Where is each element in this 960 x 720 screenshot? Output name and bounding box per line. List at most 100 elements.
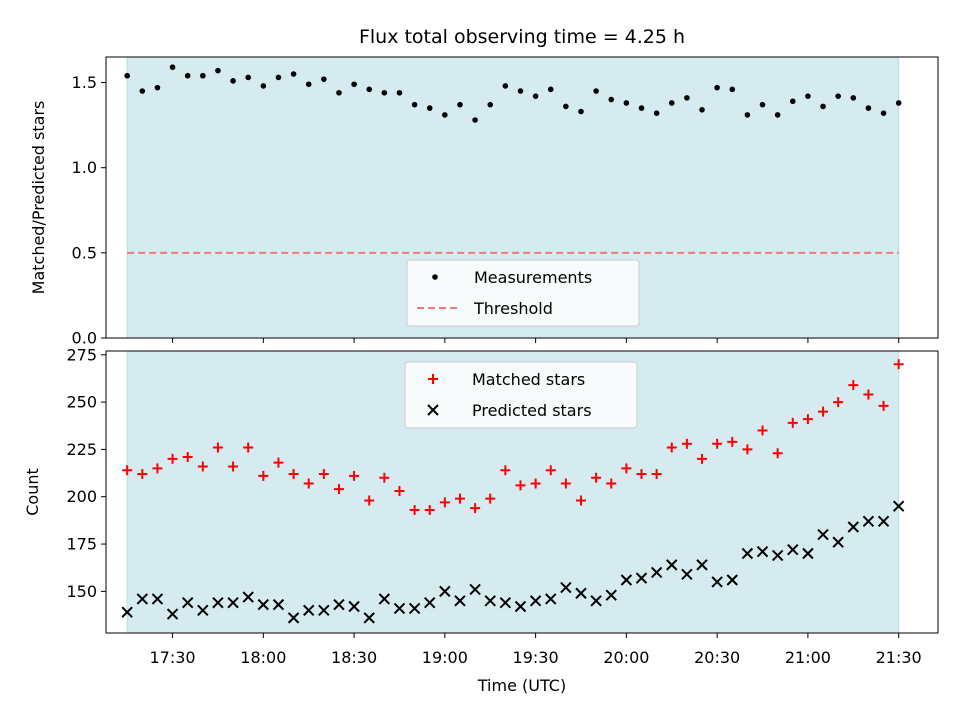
measurement-point (774, 112, 781, 118)
predicted-star-point (605, 589, 617, 601)
predicted-star-point (318, 604, 330, 616)
matched-star-point (697, 453, 708, 464)
legend: Measurements Threshold (406, 259, 640, 327)
predicted-star-point (802, 547, 814, 560)
measurement-point (623, 100, 630, 106)
predicted-star-point (227, 597, 239, 609)
predicted-star-point (711, 576, 723, 588)
measurement-point (200, 72, 206, 79)
matched-star-point (818, 406, 829, 417)
measurement-point (245, 74, 251, 81)
matched-star-point (439, 497, 450, 508)
measurement-point (139, 88, 146, 94)
predicted-star-point (620, 574, 633, 586)
predicted-star-point (832, 536, 844, 548)
matched-star-point (470, 503, 481, 514)
y-tick-label: 200 (66, 487, 97, 506)
predicted-star-point (439, 585, 451, 598)
measurement-point (457, 101, 463, 108)
predicted-star-point (590, 595, 602, 607)
measurement-point (593, 88, 599, 94)
predicted-star-point (892, 500, 905, 512)
legend-x-swatch (427, 404, 439, 416)
measurement-point (895, 100, 902, 106)
predicted-star-point (287, 612, 300, 624)
measurement-point (275, 74, 282, 81)
chart-title: Flux total observing time = 4.25 h (359, 26, 685, 48)
measurement-point (820, 103, 826, 110)
predicted-star-point (378, 593, 391, 605)
measurement-point (744, 112, 751, 118)
matched-star-point (167, 453, 178, 464)
matched-star-point (666, 442, 677, 453)
predicted-star-point (469, 583, 481, 596)
measurement-point (396, 89, 403, 96)
matched-star-point (893, 359, 904, 370)
predicted-star-point (197, 604, 209, 616)
x-tick-label: 21:30 (876, 648, 922, 667)
matched-star-point (258, 470, 269, 481)
predicted-star-point (545, 593, 557, 605)
matched-star-point (122, 465, 133, 476)
predicted-star-point (787, 544, 799, 556)
matched-star-point (409, 504, 420, 515)
x-tick-label: 20:30 (694, 648, 740, 667)
predicted-star-point (166, 608, 179, 620)
predicted-star-point (666, 559, 678, 571)
matched-star-point (515, 480, 526, 491)
legend-label: Measurements (474, 268, 592, 287)
matched-star-point (424, 504, 435, 515)
measurement-point (517, 88, 524, 94)
matched-star-point (228, 461, 239, 472)
matched-star-point (863, 389, 874, 400)
measurement-point (154, 84, 161, 91)
matched-star-point (288, 469, 299, 480)
x-tick-label: 21:00 (785, 648, 831, 667)
panel-frame (105, 350, 939, 634)
x-axis-ticks: 17:30 18:00 18:30 19:00 19:30 20:00 20:30 21:00… (150, 648, 922, 667)
measurement-point (411, 101, 418, 108)
matched-star-point (318, 469, 329, 480)
predicted-star-point (212, 597, 224, 609)
predicted-star-point (408, 602, 421, 615)
x-tick-label: 18:30 (331, 648, 377, 667)
predicted-star-point (771, 549, 784, 562)
matched-star-point (454, 493, 465, 504)
y-axis-label: Count (23, 468, 42, 516)
x-tick-label: 20:00 (603, 648, 649, 667)
predicted-star-point (121, 606, 133, 618)
predicted-star-point (363, 612, 375, 624)
measurement-point (759, 101, 766, 108)
measurement-point (638, 105, 645, 111)
measurement-point (184, 72, 191, 79)
measurement-point (215, 67, 221, 74)
measurement-point (714, 84, 720, 91)
matched-star-point (848, 380, 859, 391)
matched-star-point (364, 495, 375, 506)
predicted-star-point (560, 581, 572, 594)
measurement-point (472, 117, 478, 123)
measurement-point (169, 64, 176, 71)
y-tick-label: 250 (66, 393, 97, 412)
predicted-star-point (136, 593, 149, 605)
predicted-star-point (726, 574, 738, 586)
predicted-star-point (514, 600, 527, 613)
legend: Matched stars Predicted stars (404, 361, 638, 429)
predicted-star-point (741, 547, 754, 560)
predicted-star-point (424, 597, 436, 609)
matched-star-point (651, 469, 662, 480)
measurement-point (351, 81, 357, 88)
measurement-point (880, 110, 887, 116)
measurement-point (532, 93, 539, 99)
predicted-star-point (348, 600, 360, 613)
predicted-star-point (877, 515, 890, 528)
matched-star-point (681, 438, 692, 449)
matched-star-point (333, 484, 344, 495)
matched-star-point (833, 397, 844, 408)
y-tick-label: 0.5 (72, 243, 97, 262)
panel-frame (105, 56, 939, 339)
measurement-point (668, 100, 675, 106)
legend-plus-swatch (428, 374, 438, 384)
predicted-star-point (151, 593, 164, 605)
measurement-point (487, 101, 494, 108)
